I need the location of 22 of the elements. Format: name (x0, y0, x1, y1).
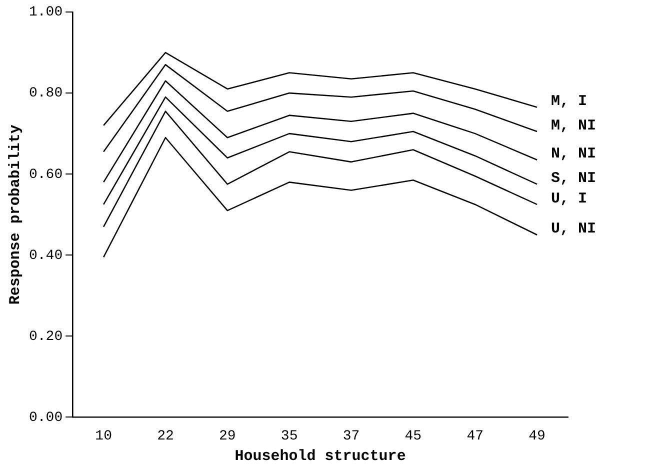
x-tick-label: 22 (157, 428, 174, 444)
y-tick-label: 0.00 (28, 410, 63, 426)
series-label: M, I (551, 93, 588, 110)
x-tick-label: 10 (95, 428, 112, 444)
series-label: S, NI (551, 170, 596, 187)
x-tick-label: 37 (342, 428, 360, 444)
x-tick-label: 47 (466, 428, 484, 444)
x-axis-title: Household structure (234, 448, 406, 465)
x-tick-label: 49 (528, 428, 546, 444)
y-tick-label: 0.80 (28, 86, 63, 102)
x-tick-label: 45 (404, 428, 422, 444)
series-label: M, NI (551, 117, 596, 134)
y-tick-label: 0.60 (28, 166, 63, 183)
x-tick-label: 29 (219, 428, 236, 444)
series-label: U, I (551, 190, 588, 208)
x-tick-label: 35 (280, 428, 298, 444)
y-tick-label: 0.40 (28, 248, 63, 264)
series-label: U, NI (551, 220, 596, 238)
y-tick-label: 1.00 (28, 4, 63, 21)
series-label: N, NI (551, 146, 596, 163)
y-axis-title: Response probability (6, 124, 24, 305)
y-tick-label: 0.20 (28, 328, 63, 345)
